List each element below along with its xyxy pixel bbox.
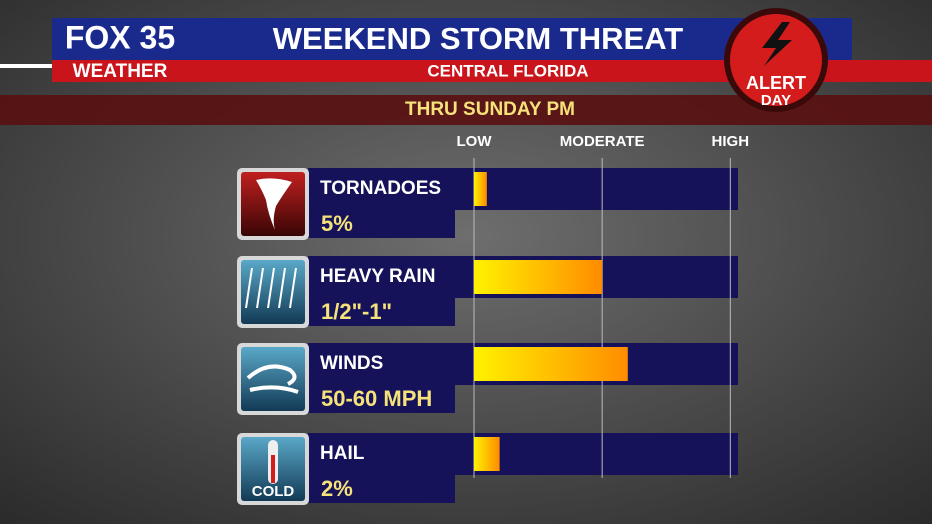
row-value-box [308, 298, 455, 326]
badge-text: DAY [761, 92, 791, 109]
detail-label: 2% [321, 476, 353, 501]
detail-label: 1/2"-1" [321, 299, 392, 324]
chart-title: WEEKEND STORM THREAT [273, 21, 684, 56]
icon [241, 347, 305, 411]
icon-thermo-fill [271, 455, 275, 483]
row-value-box [308, 210, 455, 238]
icon-rain [267, 267, 275, 309]
subtitle-bar [52, 60, 932, 82]
bar [474, 437, 500, 471]
icon-tornado [256, 178, 292, 230]
badge-text: ALERT [746, 73, 806, 93]
row-value-box [308, 385, 455, 413]
bolt [762, 22, 792, 66]
category-label: WINDS [320, 353, 383, 374]
icon-wind [246, 364, 299, 394]
detail-label: 5% [321, 211, 353, 236]
bar [474, 172, 487, 206]
title-bar [52, 18, 852, 60]
category-label: HEAVY RAIN [320, 266, 435, 287]
x-tick-label: LOW [457, 133, 493, 150]
rule [0, 64, 52, 68]
category-label: TORNADOES [320, 178, 441, 199]
icon-rain [256, 267, 264, 309]
x-tick-label: HIGH [712, 133, 750, 150]
bar [474, 347, 628, 381]
category-label: HAIL [320, 443, 365, 464]
period: THRU SUNDAY PM [405, 99, 575, 120]
badge [730, 14, 822, 106]
row-bar [308, 168, 738, 210]
detail-label: 50-60 MPH [321, 386, 432, 411]
chart-subtitle: CENTRAL FLORIDA [427, 61, 588, 80]
logo-sub: WEATHER [73, 61, 168, 82]
bar [474, 260, 603, 294]
x-tick-label: MODERATE [560, 133, 645, 150]
icon-rain [245, 267, 253, 309]
icon-label: COLD [252, 483, 295, 500]
logo-text: FOX 35 [65, 19, 175, 55]
row-value-box [308, 475, 455, 503]
row-bar [308, 433, 738, 475]
icon-rain [278, 267, 286, 309]
icon-rain [289, 267, 297, 309]
